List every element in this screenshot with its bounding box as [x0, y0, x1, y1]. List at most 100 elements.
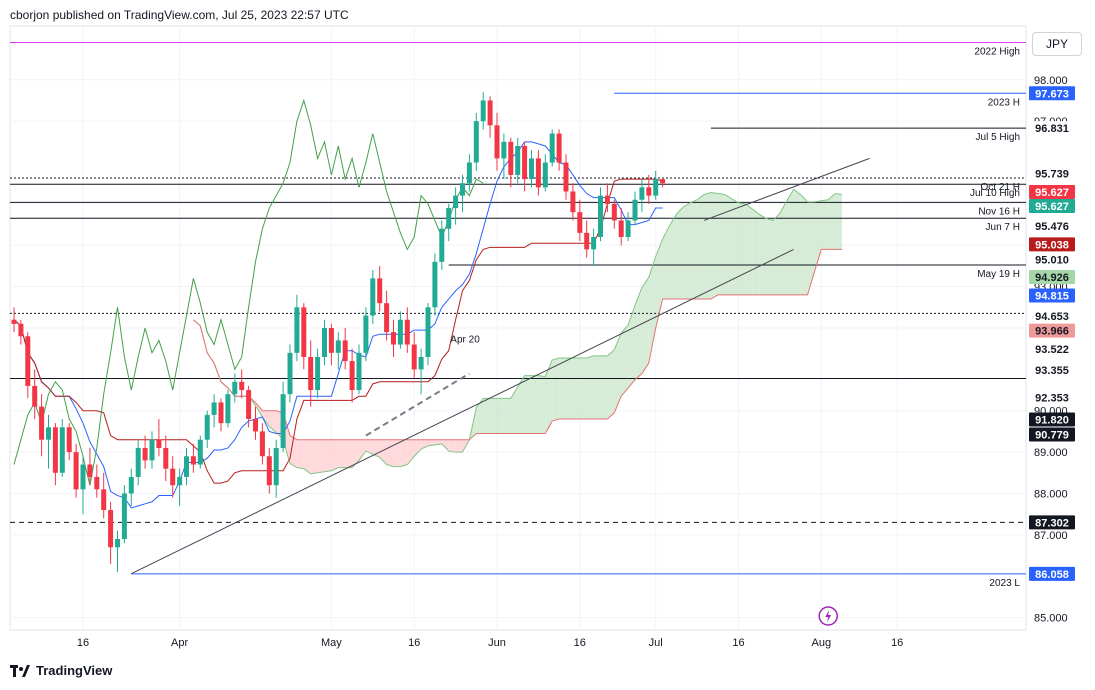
- candle-body: [142, 447, 148, 461]
- candle-body: [660, 179, 666, 184]
- y-tick-label: 89.000: [1034, 447, 1068, 459]
- cloud-segment: [317, 439, 325, 473]
- cloud-segment: [503, 398, 511, 434]
- candle-body: [301, 307, 307, 357]
- candle-body: [149, 439, 155, 461]
- footer-brand[interactable]: TradingView: [10, 663, 112, 678]
- x-tick-label: Aug: [812, 637, 832, 649]
- cloud-segment: [835, 193, 842, 250]
- candlesticks: [11, 92, 666, 573]
- candle-body: [204, 414, 210, 440]
- cloud-segment: [738, 202, 746, 295]
- cloud-segment: [724, 194, 732, 295]
- candle-body: [121, 493, 127, 539]
- level-label: Jul 10 High: [970, 188, 1020, 199]
- level-label: 2022 High: [974, 47, 1020, 58]
- candle-body: [190, 456, 196, 465]
- cloud-segment: [779, 200, 787, 295]
- candle-body: [39, 406, 45, 440]
- candle-body: [32, 385, 38, 407]
- cloud-segment: [662, 225, 670, 300]
- candle-body: [115, 538, 120, 548]
- cloud-segment: [324, 439, 332, 472]
- senkou-span-a: [193, 188, 843, 475]
- cloud-segment: [690, 199, 698, 300]
- price-badge: [1029, 309, 1075, 324]
- candle-body: [184, 456, 189, 477]
- candle-body: [280, 394, 286, 448]
- candle-body: [52, 427, 58, 473]
- price-badge: [1029, 269, 1075, 284]
- x-tick-label: 16: [408, 637, 420, 649]
- price-badge-label: 91.820: [1035, 414, 1069, 426]
- cloud-segment: [745, 203, 753, 295]
- cloud-segment: [379, 439, 387, 465]
- candle-body: [411, 344, 417, 370]
- cloud-segment: [428, 439, 435, 446]
- cloud-segment: [538, 375, 546, 434]
- candle-body: [570, 191, 576, 213]
- level-label: 2023 L: [989, 578, 1020, 589]
- currency-button[interactable]: JPY: [1032, 32, 1082, 56]
- candle-body: [515, 145, 521, 175]
- cloud-segment: [641, 277, 649, 374]
- cloud-segment: [828, 193, 836, 250]
- price-badge-label: 95.010: [1035, 254, 1069, 266]
- price-badge-label: 95.627: [1035, 187, 1069, 199]
- cloud-segment: [710, 192, 718, 300]
- candle-body: [342, 340, 348, 362]
- price-badge-label: 90.779: [1035, 430, 1069, 442]
- price-badge: [1029, 237, 1075, 252]
- cloud-segment: [310, 439, 318, 474]
- cloud-segment: [365, 439, 373, 455]
- kijun-line: [13, 178, 663, 484]
- candle-body: [384, 303, 390, 333]
- candle-body: [501, 141, 507, 159]
- price-badge-label: 95.038: [1035, 239, 1069, 251]
- candle-body: [87, 464, 93, 477]
- candle-body: [156, 439, 162, 448]
- cloud-segment: [669, 214, 677, 300]
- price-badge-label: 94.815: [1035, 291, 1069, 303]
- cloud-segment: [531, 375, 539, 434]
- candle-body: [218, 402, 224, 424]
- cloud-segment: [559, 357, 566, 420]
- candle-body: [487, 100, 493, 126]
- candle-body: [584, 232, 590, 250]
- candle-body: [225, 394, 231, 424]
- candle-body: [239, 381, 245, 391]
- cloud-segment: [359, 439, 366, 461]
- price-badge: [1029, 566, 1075, 581]
- candle-body: [363, 315, 369, 353]
- level-label: 2023 H: [988, 97, 1020, 108]
- y-tick-label: 85.000: [1034, 613, 1068, 625]
- trendlines: [131, 157, 870, 575]
- candle-body: [259, 431, 265, 457]
- senkou-span-b: [193, 248, 842, 441]
- price-badges: 97.673 96.831 95.739 95.627 95.627 95.476 95.0…: [1029, 86, 1075, 581]
- candle-body: [522, 145, 528, 180]
- candle-body: [439, 228, 445, 262]
- candle-body: [294, 307, 300, 353]
- cloud-segment: [331, 439, 339, 471]
- candle-body: [535, 158, 541, 188]
- price-badge-label: 97.673: [1035, 88, 1069, 100]
- price-badge-label: 93.355: [1035, 365, 1069, 377]
- cloud-segment: [345, 439, 353, 468]
- candle-body: [549, 133, 555, 163]
- candle-body: [177, 476, 183, 486]
- cloud-segment: [296, 439, 304, 469]
- candle-body: [163, 447, 169, 469]
- cloud-segment: [807, 201, 815, 295]
- price-badge: [1029, 323, 1075, 338]
- y-tick-label: 98.000: [1034, 75, 1068, 87]
- candle-body: [632, 199, 638, 221]
- cloud-segment: [717, 193, 725, 295]
- candle-body: [232, 381, 238, 395]
- cloud-segment: [441, 439, 449, 452]
- candle-body: [598, 195, 603, 237]
- candle-body: [315, 356, 321, 391]
- tradingview-logo-icon: [10, 664, 30, 677]
- cloud-segment: [434, 439, 442, 445]
